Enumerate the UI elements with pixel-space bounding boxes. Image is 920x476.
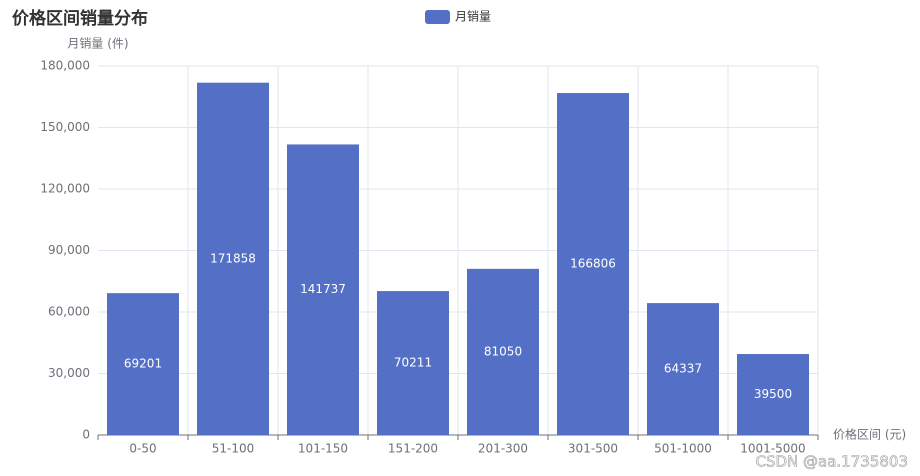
x-tick-label: 101-150 bbox=[298, 442, 348, 456]
x-tick-label: 201-300 bbox=[478, 442, 528, 456]
bar bbox=[557, 93, 629, 435]
data-label: 69201 bbox=[124, 357, 162, 371]
data-label: 166806 bbox=[570, 257, 616, 271]
data-label: 39500 bbox=[754, 387, 792, 401]
data-label: 64337 bbox=[664, 362, 702, 376]
y-tick-label: 180,000 bbox=[40, 59, 90, 73]
data-label: 81050 bbox=[484, 344, 522, 358]
x-tick-label: 151-200 bbox=[388, 442, 438, 456]
legend-label: 月销量 bbox=[455, 10, 491, 24]
x-tick-label: 51-100 bbox=[212, 442, 255, 456]
watermark: CSDN @aa.1735803 bbox=[756, 453, 909, 471]
chart-title: 价格区间销量分布 bbox=[12, 8, 148, 29]
bar bbox=[107, 293, 179, 435]
x-tick-label: 1001-5000 bbox=[740, 442, 805, 456]
x-tick-label: 501-1000 bbox=[654, 442, 712, 456]
legend-swatch bbox=[425, 10, 450, 24]
x-tick-label: 301-500 bbox=[568, 442, 618, 456]
data-label: 70211 bbox=[394, 356, 432, 370]
x-tick-label: 0-50 bbox=[129, 442, 156, 456]
bar bbox=[197, 82, 269, 435]
bar bbox=[377, 291, 449, 435]
bar bbox=[467, 268, 539, 435]
y-tick-label: 120,000 bbox=[40, 182, 90, 196]
data-label: 141737 bbox=[300, 282, 346, 296]
y-axis-title: 月销量 (件) bbox=[67, 37, 128, 51]
data-label: 171858 bbox=[210, 251, 256, 265]
x-axis-title: 价格区间 (元) bbox=[833, 427, 906, 442]
y-tick-label: 0 bbox=[82, 428, 90, 442]
bar bbox=[647, 303, 719, 435]
y-tick-label: 60,000 bbox=[48, 305, 90, 319]
y-tick-label: 150,000 bbox=[40, 120, 90, 134]
bar bbox=[287, 144, 359, 435]
y-tick-label: 90,000 bbox=[48, 243, 90, 257]
bar bbox=[737, 354, 809, 435]
y-tick-label: 30,000 bbox=[48, 366, 90, 380]
